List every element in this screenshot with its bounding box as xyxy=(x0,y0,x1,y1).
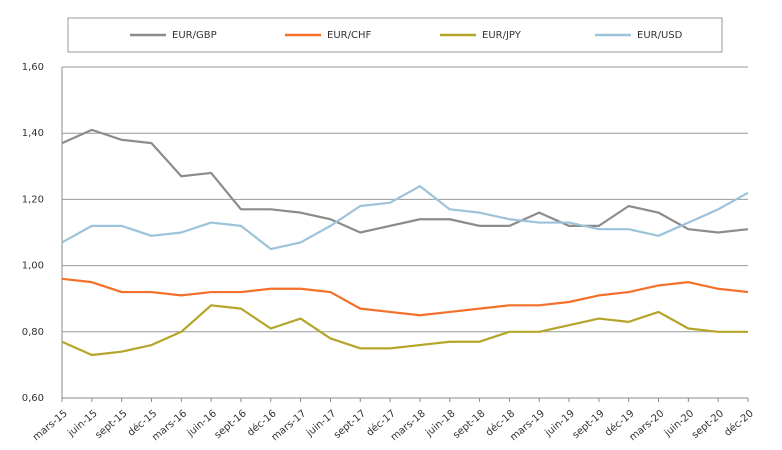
y-tick-label: 0,80 xyxy=(22,327,44,338)
x-tick-label: sept-15 xyxy=(93,408,129,441)
x-tick-label: mars-15 xyxy=(31,408,70,443)
y-tick-label: 1,20 xyxy=(22,194,44,205)
legend-label: EUR/USD xyxy=(637,30,683,41)
legend-label: EUR/JPY xyxy=(482,30,522,41)
series-line xyxy=(61,304,748,357)
x-tick-label: sept-18 xyxy=(451,408,487,441)
y-tick-label: 1,00 xyxy=(22,261,44,272)
x-tick-label: déc-20 xyxy=(722,407,756,438)
legend-label: EUR/CHF xyxy=(327,30,371,41)
y-tick-label: 1,40 xyxy=(22,128,44,139)
y-tick-label: 1,60 xyxy=(22,62,44,73)
x-tick-label: sept-19 xyxy=(571,408,607,441)
x-tick-label: sept-20 xyxy=(690,408,726,441)
x-tick-label: sept-16 xyxy=(213,408,249,441)
y-tick-label: 0,60 xyxy=(22,393,44,404)
series-line xyxy=(61,277,749,317)
series-line xyxy=(61,185,749,251)
series-line xyxy=(61,128,749,234)
x-tick-label: sept-17 xyxy=(332,408,368,441)
legend-label: EUR/GBP xyxy=(172,30,217,41)
